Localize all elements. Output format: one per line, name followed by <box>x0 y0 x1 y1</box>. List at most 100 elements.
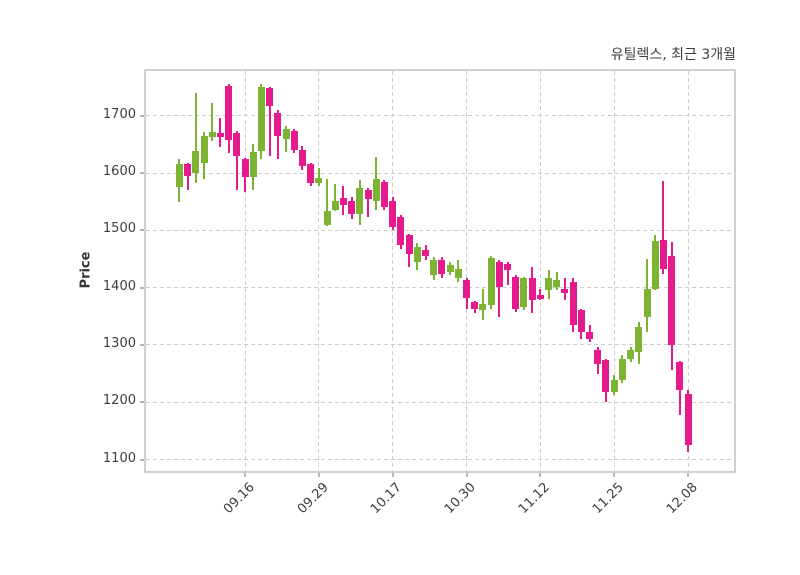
x-tick-mark <box>317 473 320 477</box>
candlestick <box>495 261 503 288</box>
candle-wick <box>506 262 509 286</box>
candlestick <box>602 360 610 392</box>
chart-title: 유틸렉스, 최근 3개월 <box>610 47 736 63</box>
y-tick-mark <box>140 343 144 346</box>
candle-wick <box>211 103 214 142</box>
candle-wick <box>235 131 238 191</box>
candlestick <box>397 217 405 246</box>
candle-wick <box>539 288 542 301</box>
candlestick <box>651 241 659 289</box>
h-gridline <box>146 172 734 174</box>
candlestick <box>659 240 667 269</box>
candlestick <box>389 200 397 227</box>
candlestick <box>438 260 446 274</box>
candlestick <box>413 246 421 262</box>
candlestick <box>463 280 471 299</box>
candlestick <box>545 278 553 291</box>
x-tick-label: 11.12 <box>516 480 553 517</box>
candle-wick <box>268 87 271 156</box>
candlestick <box>627 350 635 359</box>
x-tick-label: 10.30 <box>442 480 480 517</box>
y-tick-label: 1200 <box>102 393 136 409</box>
x-tick-mark <box>391 473 394 477</box>
x-tick-mark <box>687 473 690 477</box>
candlestick <box>266 87 274 106</box>
candlestick <box>610 380 618 392</box>
candlestick <box>331 201 339 210</box>
candlestick <box>676 362 684 391</box>
candle-wick <box>326 179 329 227</box>
candlestick <box>274 112 282 136</box>
candlestick <box>668 256 676 345</box>
candlestick <box>577 309 585 332</box>
candlestick <box>192 151 200 173</box>
h-gridline <box>146 344 734 346</box>
candlestick <box>339 197 347 205</box>
x-tick-mark <box>465 473 468 477</box>
candlestick <box>454 268 462 279</box>
candlestick <box>520 278 528 308</box>
candle-wick <box>367 188 370 218</box>
candlestick <box>487 258 495 306</box>
candlestick <box>372 178 380 201</box>
h-gridline <box>146 229 734 231</box>
candlestick <box>536 295 544 300</box>
candlestick <box>430 260 438 275</box>
y-tick-label: 1500 <box>102 221 136 237</box>
candlestick <box>569 281 577 326</box>
candlestick <box>216 132 224 138</box>
y-tick-label: 1600 <box>102 164 136 179</box>
candlestick <box>257 87 265 151</box>
y-tick-mark <box>140 172 144 174</box>
x-tick-mark <box>539 473 542 477</box>
candlestick <box>315 178 323 183</box>
h-gridline <box>146 287 734 289</box>
v-gridline <box>613 71 615 471</box>
x-tick-label: 12.08 <box>663 480 701 517</box>
candle-wick <box>194 92 197 183</box>
y-tick-label: 1300 <box>102 335 136 351</box>
candlestick <box>364 190 372 199</box>
y-tick-label: 1100 <box>102 450 136 466</box>
plot-area <box>144 69 736 473</box>
x-tick-label: 09.29 <box>294 480 332 517</box>
v-gridline <box>392 71 394 471</box>
candlestick <box>200 135 208 163</box>
candlestick <box>225 85 233 140</box>
y-tick-mark <box>140 401 144 404</box>
candlestick <box>684 393 692 446</box>
v-gridline <box>318 71 320 471</box>
y-tick-label: 1400 <box>102 278 136 294</box>
x-tick-label: 11.25 <box>589 480 627 517</box>
x-tick-label: 10.17 <box>368 480 406 517</box>
candlestick <box>471 301 479 309</box>
y-tick-mark <box>140 229 144 232</box>
candlestick <box>249 152 257 178</box>
h-gridline <box>146 115 734 117</box>
candlestick <box>422 250 429 256</box>
v-gridline <box>687 71 689 471</box>
candle-wick <box>662 181 665 274</box>
y-tick-mark <box>140 286 144 289</box>
candlestick <box>298 149 306 167</box>
candlestick <box>446 265 454 273</box>
v-gridline <box>466 71 468 471</box>
v-gridline <box>539 71 541 471</box>
candle-wick <box>219 117 222 148</box>
candlestick <box>208 132 216 138</box>
candlestick <box>184 164 192 176</box>
y-tick-label: 1700 <box>102 106 136 122</box>
candlestick <box>586 331 594 339</box>
candlestick <box>479 303 487 310</box>
candlestick <box>282 128 290 140</box>
candlestick <box>405 235 413 254</box>
candlestick <box>175 164 183 188</box>
candle-wick <box>334 184 337 212</box>
x-tick-label: 09.16 <box>220 480 258 517</box>
candle-wick <box>317 167 320 187</box>
candlestick <box>504 263 512 271</box>
x-tick-mark <box>244 473 247 477</box>
candlestick <box>512 276 520 309</box>
candlestick <box>528 278 536 301</box>
